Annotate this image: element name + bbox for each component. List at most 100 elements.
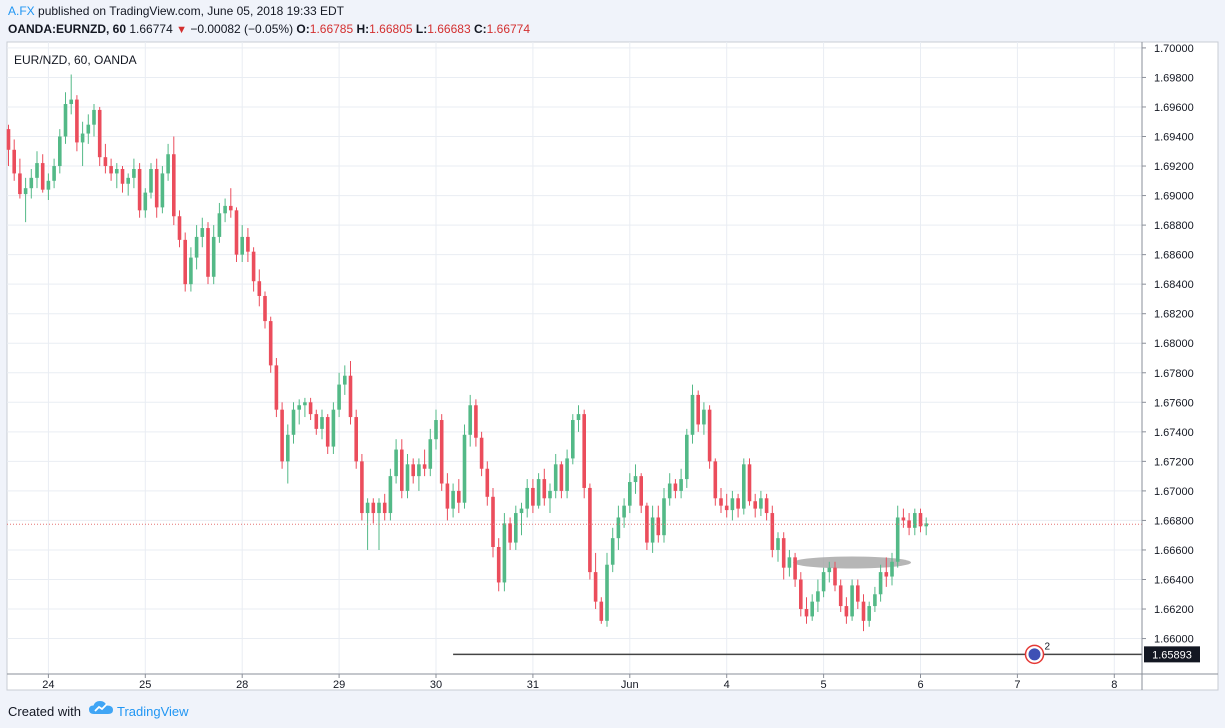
candle-body <box>223 205 227 214</box>
candle-body <box>781 538 786 568</box>
candle-body <box>724 505 729 511</box>
y-tick-label: 1.67800 <box>1154 368 1194 380</box>
candle-body <box>46 180 51 190</box>
candle-body <box>468 405 472 435</box>
candle-body <box>747 464 752 502</box>
candle-body <box>143 192 148 211</box>
candle-body <box>662 498 666 536</box>
candle-body <box>314 414 319 429</box>
price-change: −0.00082 (−0.05%) <box>190 22 294 36</box>
y-tick-label: 1.68000 <box>1154 338 1194 350</box>
candle-body <box>861 601 866 621</box>
candle-body <box>770 513 775 550</box>
candle-body <box>18 173 22 195</box>
candle-body <box>610 538 615 565</box>
y-tick-label: 1.67000 <box>1154 486 1194 498</box>
y-tick-label: 1.67400 <box>1154 427 1194 439</box>
candle-body <box>63 104 68 137</box>
x-tick-label: 29 <box>333 679 345 691</box>
candles <box>6 74 928 632</box>
last-price: 1.66774 <box>129 22 173 36</box>
candle-body <box>867 606 871 621</box>
candle-body <box>371 502 376 514</box>
event-marker-icon <box>1028 648 1041 661</box>
x-tick-label: 30 <box>430 679 442 691</box>
candle-body <box>810 601 814 617</box>
lines: 1.65893 2 <box>7 523 1200 665</box>
candle-body <box>525 487 529 509</box>
y-tick-label: 1.66600 <box>1154 545 1194 557</box>
candle-body <box>149 168 153 193</box>
publish-line: A.FX published on TradingView.com, June … <box>8 4 344 18</box>
candle-body <box>331 409 336 447</box>
candle-body <box>719 498 723 506</box>
price-tag-label: 1.65893 <box>1152 649 1192 661</box>
candle-body <box>291 409 296 435</box>
candle-body <box>633 476 638 483</box>
candle-body <box>884 572 889 577</box>
candle-body <box>764 498 769 514</box>
candle-body <box>69 99 73 105</box>
candle-body <box>685 434 689 480</box>
candle-body <box>206 228 210 277</box>
x-tick-label: 7 <box>1014 679 1020 691</box>
candle-body <box>776 538 780 550</box>
candle-body <box>394 449 398 477</box>
candle-body <box>713 461 718 499</box>
y-tick-label: 1.69200 <box>1154 161 1194 173</box>
candle-body <box>451 490 455 509</box>
candle-body <box>354 417 358 462</box>
candle-body <box>639 476 643 506</box>
candle-body <box>405 464 410 491</box>
price-chart[interactable]: 1.65893 2 1.70000 1.69800 1.69600 1.69400 1.6… <box>0 0 1225 696</box>
candle-body <box>838 585 843 607</box>
x-tick-label: 4 <box>724 679 730 691</box>
candle-body <box>753 501 757 509</box>
y-tick-label: 1.70000 <box>1154 43 1194 55</box>
candle-body <box>411 464 415 477</box>
candle-body <box>821 572 826 592</box>
candle-body <box>548 490 552 499</box>
candle-body <box>918 513 923 527</box>
candle-body <box>536 479 541 506</box>
candle-body <box>622 505 626 518</box>
candle-body <box>115 168 119 174</box>
candle-body <box>907 520 911 528</box>
created-with-text: Created with <box>8 704 81 719</box>
x-tick-label: 8 <box>1111 679 1117 691</box>
y-tick-label: 1.67600 <box>1154 397 1194 409</box>
x-tick-label: 31 <box>527 679 539 691</box>
candle-body <box>177 216 182 240</box>
candle-body <box>377 502 381 514</box>
candle-body <box>348 375 353 418</box>
author-link[interactable]: A.FX <box>8 4 35 18</box>
candle-body <box>229 205 233 211</box>
candle-body <box>240 236 244 255</box>
tradingview-cloud-icon[interactable] <box>88 699 114 717</box>
candle-body <box>388 476 393 514</box>
candle-body <box>251 251 256 282</box>
candle-body <box>924 523 928 527</box>
grid <box>7 42 1142 674</box>
candle-body <box>97 109 102 158</box>
tradingview-brand-link[interactable]: TradingView <box>117 704 189 719</box>
highlight-layer <box>793 556 912 569</box>
high-label: H: <box>356 22 370 36</box>
published-text: published on TradingView.com, June 05, 2… <box>38 4 344 18</box>
candle-body <box>6 129 11 150</box>
candle-body <box>194 236 199 258</box>
candle-body <box>246 236 250 252</box>
y-tick-label: 1.68600 <box>1154 250 1194 262</box>
candle-body <box>667 483 672 499</box>
candle-body <box>690 394 695 435</box>
candle-body <box>514 513 518 543</box>
candle-body <box>576 414 581 421</box>
candle-body <box>502 523 507 583</box>
candle-body <box>696 394 700 425</box>
candle-body <box>320 417 324 429</box>
x-tick-label: 28 <box>236 679 248 691</box>
candle-body <box>200 228 205 237</box>
candle-body <box>901 517 906 521</box>
candle-body <box>172 154 176 217</box>
y-tick-label: 1.69000 <box>1154 191 1194 203</box>
